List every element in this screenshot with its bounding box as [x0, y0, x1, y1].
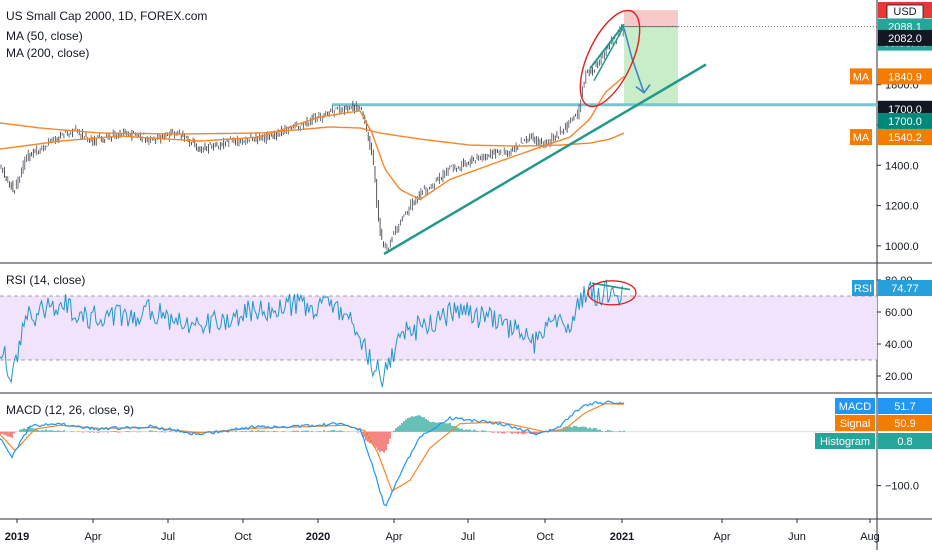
price-panel[interactable]: [0, 2, 877, 256]
rsi-tag-bg: [852, 280, 874, 296]
support-trendline: [383, 63, 707, 256]
time-tick-label: Apr: [84, 531, 101, 543]
signal-tag: Signal: [840, 418, 871, 430]
ma50-tag-bg: [850, 68, 872, 85]
ma200-badge: 1540.2: [888, 132, 922, 144]
rsi-badge: 74.77: [891, 283, 919, 295]
signal-badge-bg: [878, 415, 932, 431]
ma200-badge-bg: [878, 129, 932, 146]
price-tick-label: 1400.0: [885, 160, 919, 172]
time-tick-label: Jun: [788, 531, 806, 543]
target-badge: 2082.0: [888, 33, 922, 45]
ma50-legend[interactable]: MA (50, close): [6, 29, 83, 43]
price-tick-label: 1200.0: [885, 201, 919, 213]
rsi-legend[interactable]: RSI (14, close): [6, 273, 86, 287]
projection-arrowhead: [635, 84, 651, 94]
level-a-badge-bg: [878, 100, 932, 117]
ma200-line: [0, 122, 625, 147]
level-b-badge-bg: [878, 112, 932, 129]
projection-arrow: [623, 27, 645, 93]
macd-badge: 51.7: [894, 401, 915, 413]
rsi-badge-bg: [878, 280, 932, 296]
level-a-badge: 1700.0: [888, 104, 922, 116]
chart-title: US Small Cap 2000, 1D, FOREX.com: [6, 9, 208, 23]
ma200-legend[interactable]: MA (200, close): [6, 46, 90, 60]
rsi-panel[interactable]: [0, 278, 877, 388]
time-tick-label: 2020: [306, 531, 330, 543]
wedge-lower-line: [593, 25, 625, 81]
macd-tag-bg: [835, 398, 875, 414]
macd-line: [0, 400, 625, 507]
macd-tag: MACD: [839, 401, 871, 413]
price-badges: 2USD2088.106:53:442082.0MA1840.91700.017…: [815, 2, 932, 449]
signal-line: [0, 403, 624, 492]
time-tick-label: Oct: [536, 531, 553, 543]
axes: 1000.01200.01400.01600.01800.02000.020.0…: [5, 39, 919, 543]
histogram-badge-bg: [878, 433, 932, 449]
ma50-line: [0, 75, 625, 201]
ma50-badge: 1840.9: [888, 71, 922, 83]
ma50-badge-bg: [878, 68, 932, 85]
rsi-circle-annotation: [587, 280, 637, 306]
rsi-tick-label: 40.00: [885, 339, 913, 351]
macd-badge-bg: [878, 398, 932, 414]
histogram-tag: Histogram: [820, 436, 870, 448]
ma200-tag-bg: [850, 129, 872, 146]
time-tick-label: Aug: [860, 531, 880, 543]
rsi-tick-label: 60.00: [885, 307, 913, 319]
take-profit-zone: [624, 26, 678, 105]
rsi-tick-label: 20.00: [885, 371, 913, 383]
target-badge-bg: [878, 29, 932, 46]
time-tick-label: Jul: [461, 531, 475, 543]
macd-tick-label: −100.0: [885, 481, 919, 493]
histogram-tag-bg: [815, 433, 875, 449]
ma50-tag: MA: [853, 71, 870, 83]
rsi-line: [0, 278, 623, 388]
time-tick-label: 2021: [610, 531, 634, 543]
ma200-tag: MA: [853, 132, 870, 144]
time-tick-label: Oct: [234, 531, 251, 543]
time-tick-label: Jul: [161, 531, 175, 543]
signal-tag-bg: [835, 415, 875, 431]
histogram-badge: 0.8: [897, 436, 912, 448]
rsi-band: [0, 296, 877, 360]
time-tick-label: Apr: [385, 531, 402, 543]
time-tick-label: 2019: [5, 531, 29, 543]
stop-loss-zone: [624, 10, 678, 27]
currency-badge-bg: [887, 5, 923, 19]
wedge-upper-line: [589, 23, 625, 70]
rsi-tag: RSI: [854, 283, 872, 295]
price-tick-label: 1000.0: [885, 241, 919, 253]
level-b-badge: 1700.0: [888, 116, 922, 128]
top-circle-annotation: [579, 9, 641, 108]
macd-legend[interactable]: MACD (12, 26, close, 9): [6, 403, 135, 417]
time-tick-label: Apr: [713, 531, 730, 543]
signal-badge: 50.9: [894, 418, 915, 430]
currency-badge: USD: [893, 6, 916, 18]
macd-panel[interactable]: [0, 400, 877, 507]
rsi-divergence-line: [591, 282, 631, 291]
